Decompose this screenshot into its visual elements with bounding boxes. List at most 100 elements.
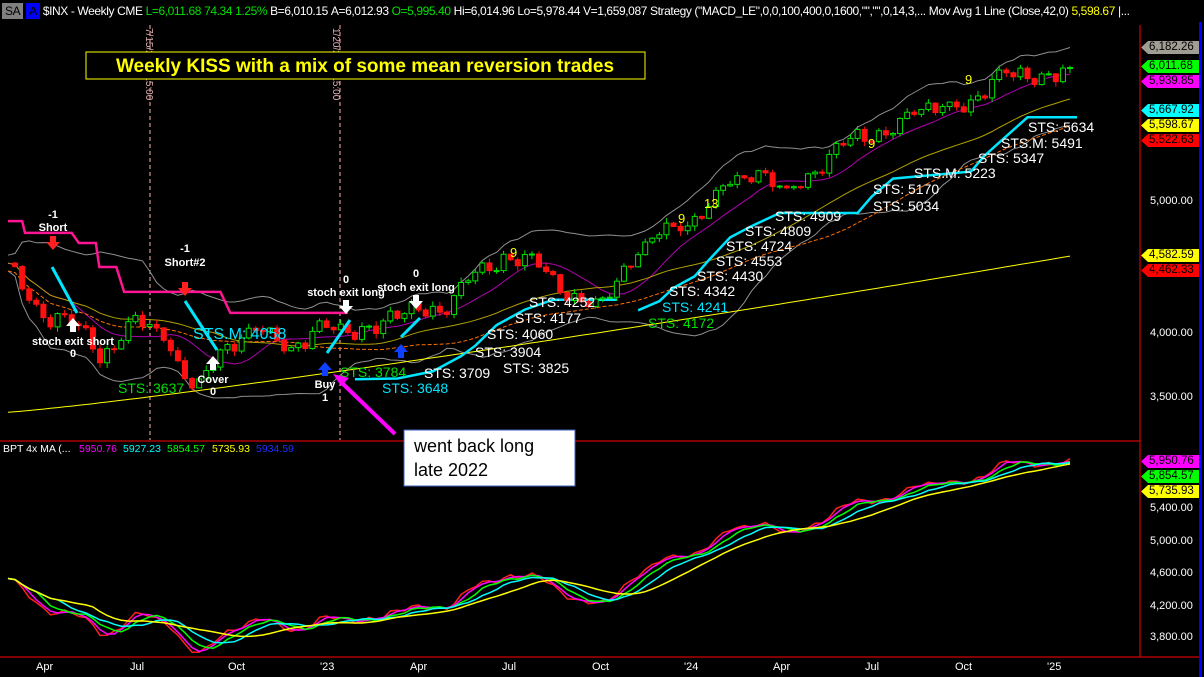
trade-line — [325, 319, 352, 354]
candle-up — [224, 343, 231, 351]
candle-up — [720, 185, 727, 191]
candle-up — [266, 327, 273, 333]
candle-up — [996, 69, 1003, 81]
candle-up — [974, 95, 981, 101]
candle-down — [61, 313, 68, 316]
candle-up — [472, 271, 479, 282]
stop-label: STS: 4177 — [515, 310, 581, 326]
x-tick: Apr — [410, 661, 428, 673]
candle-up — [1045, 73, 1052, 76]
candle-down — [281, 339, 288, 352]
sa-button[interactable]: SA — [2, 3, 24, 19]
ma-30 — [7, 98, 1071, 347]
candle-down — [932, 102, 939, 114]
stop-label: STS: 5034 — [873, 198, 939, 214]
candle-up — [918, 108, 925, 115]
more-indicator: |... — [1117, 4, 1130, 18]
candle-up — [1017, 67, 1024, 78]
candle-up — [521, 254, 528, 267]
window-border — [1199, 22, 1202, 677]
candle-down — [26, 288, 33, 301]
candle-up — [316, 320, 323, 332]
candle-up — [493, 270, 500, 273]
price-tag: 5,598.67 — [1141, 119, 1201, 132]
buy-qty: 1 — [322, 392, 328, 404]
candle-down — [1052, 73, 1059, 83]
candle-up — [592, 298, 599, 308]
candle-down — [486, 262, 493, 272]
candle-up — [401, 313, 408, 319]
candle-down — [47, 317, 54, 328]
candle-up — [366, 325, 373, 328]
candle-up — [776, 185, 783, 188]
lower-value: 5854.57 — [167, 443, 205, 455]
candle-down — [514, 259, 521, 267]
lower-panel-label: BPT 4x MA (... — [3, 443, 71, 455]
price-tag: 6,011.68 — [1141, 60, 1201, 73]
candle-up — [755, 170, 762, 183]
short1-label: Short — [39, 222, 68, 234]
volume: V=1,659,087 — [583, 4, 647, 18]
cover-label: Cover — [197, 374, 229, 386]
candle-up — [238, 337, 245, 352]
candle-down — [436, 305, 443, 313]
chart-title: Weekly KISS with a mix of some mean reve… — [116, 56, 614, 77]
candle-down — [507, 253, 514, 261]
exit-long2-label: stoch exit long — [377, 282, 455, 294]
candle-up — [359, 326, 365, 340]
exit-arrow-icon — [339, 300, 353, 314]
lower-tick: 4,200.00 — [1150, 600, 1193, 612]
x-tick: Jul — [865, 661, 880, 673]
a-button[interactable]: A — [26, 3, 40, 19]
candle-up — [458, 282, 465, 297]
x-tick: Jul — [130, 661, 145, 673]
candle-down — [960, 106, 967, 113]
stop-label: STS: 3904 — [475, 344, 541, 360]
candle-up — [989, 79, 996, 99]
lower-ma-13 — [7, 463, 1071, 638]
candle-up — [571, 292, 578, 301]
candle-down — [302, 342, 309, 350]
short1-qty: -1 — [48, 209, 58, 221]
stop-label: STS: 3709 — [424, 365, 490, 381]
lower-tick: 4,600.00 — [1150, 567, 1193, 579]
candle-down — [33, 299, 40, 305]
candle-up — [1059, 67, 1066, 83]
candle-down — [543, 266, 550, 272]
candle-up — [684, 225, 691, 232]
candle-down — [550, 270, 557, 276]
candle-down — [160, 327, 167, 341]
candle-down — [111, 348, 118, 351]
candle-down — [628, 265, 635, 268]
high-price: Hi=6,014.96 — [453, 4, 515, 18]
trade-line — [399, 316, 422, 339]
candle-down — [330, 326, 337, 331]
lower-ma-8 — [7, 462, 1071, 644]
exit-long1-label: stoch exit long — [307, 287, 385, 299]
candle-down — [698, 215, 705, 219]
lower-tag: 5,735.93 — [1141, 485, 1201, 498]
candle-down — [167, 339, 174, 352]
candle-down — [373, 325, 380, 335]
ma-long — [7, 255, 1071, 413]
candle-up — [245, 327, 252, 339]
signal-arrows — [46, 236, 423, 376]
stop-label: STS: 4809 — [745, 223, 811, 239]
candle-down — [174, 350, 181, 362]
candle-down — [769, 172, 776, 188]
bid-price: B=6,010.15 — [270, 4, 328, 18]
candle-up — [812, 171, 819, 175]
bollinger-upper — [7, 47, 1071, 311]
exit-short-label: stoch exit short — [32, 336, 114, 348]
candle-up — [451, 295, 458, 315]
buy-arrow-icon — [394, 344, 408, 358]
candle-up — [663, 222, 670, 236]
net-change: 74.34 — [204, 4, 233, 18]
price-tick: 5,000.00 — [1150, 195, 1193, 207]
candle-down — [12, 262, 19, 268]
candle-up — [54, 313, 61, 328]
candle-up — [656, 234, 663, 239]
short-arrow-icon — [178, 282, 192, 296]
candle-down — [882, 130, 889, 136]
